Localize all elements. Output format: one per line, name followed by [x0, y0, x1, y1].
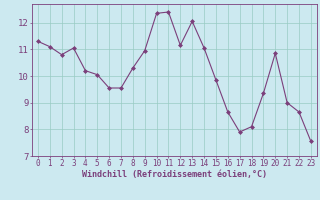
X-axis label: Windchill (Refroidissement éolien,°C): Windchill (Refroidissement éolien,°C)	[82, 170, 267, 179]
